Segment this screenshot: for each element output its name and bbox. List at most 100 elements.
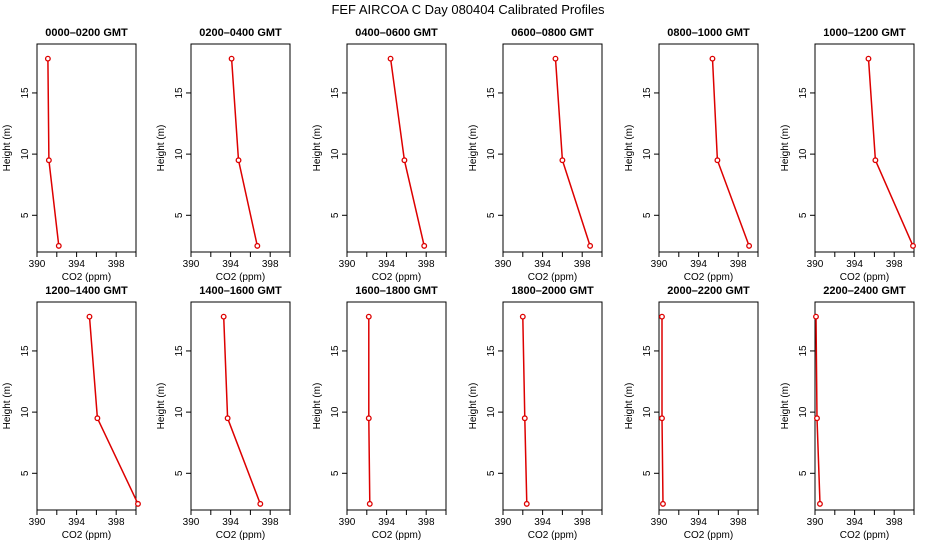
x-tick-label: 394: [846, 259, 863, 270]
x-axis-label: CO2 (ppm): [62, 530, 111, 540]
panel-2: 0400–0600 GMT 390 394 398 5 10 15 CO2 (ppm) Heig…: [312, 27, 447, 283]
x-tick-label: 394: [690, 259, 707, 270]
y-axis-label: Height (m): [156, 125, 167, 172]
plot-frame: [814, 43, 915, 253]
x-tick-label: 390: [651, 517, 668, 528]
data-point: [813, 313, 819, 320]
y-axis-label: Height (m): [312, 383, 323, 430]
x-tick-label: 394: [222, 259, 239, 270]
x-tick-label: 390: [495, 259, 512, 270]
y-tick-label: 15: [486, 345, 497, 357]
panel-10: 2000–2200 GMT 390 394 398 5 10 15 CO2 (ppm) Heig…: [624, 285, 759, 540]
y-tick-label: 10: [330, 406, 341, 418]
y-axis-label: Height (m): [156, 383, 167, 430]
y-tick-label: 5: [20, 470, 31, 476]
plot-frame: [658, 301, 759, 511]
x-axis-label: CO2 (ppm): [528, 272, 577, 283]
profile-line: [661, 316, 664, 504]
data-point: [659, 313, 665, 320]
x-tick-label: 398: [886, 259, 903, 270]
data-point: [521, 415, 528, 422]
x-tick-label: 394: [68, 259, 85, 270]
y-axis-label: Height (m): [780, 125, 791, 172]
x-tick-label: 390: [807, 259, 824, 270]
plot-frame: [502, 301, 603, 511]
plot-frame: [190, 43, 291, 253]
x-tick-label: 398: [108, 259, 125, 270]
panel-title: 2200–2400 GMT: [823, 285, 906, 297]
plot-frame: [502, 43, 603, 253]
panel-9: 1800–2000 GMT 390 394 398 5 10 15 CO2 (ppm) Heig…: [468, 285, 603, 540]
data-point: [235, 157, 242, 164]
y-tick-label: 10: [174, 406, 185, 418]
x-tick-label: 398: [108, 517, 125, 528]
x-tick-label: 398: [730, 259, 747, 270]
panel-title: 1200–1400 GMT: [45, 285, 128, 297]
profile-line: [222, 316, 262, 505]
y-tick-label: 15: [798, 345, 809, 357]
profile-line: [711, 58, 750, 247]
y-axis-label: Height (m): [624, 125, 635, 172]
x-tick-label: 394: [378, 517, 395, 528]
data-point: [135, 500, 141, 507]
data-point: [523, 500, 530, 507]
data-point: [401, 157, 408, 164]
panel-3: 0600–0800 GMT 390 394 398 5 10 15 CO2 (ppm) Heig…: [468, 27, 603, 283]
x-tick-label: 390: [29, 517, 46, 528]
panel-7: 1400–1600 GMT 390 394 398 5 10 15 CO2 (ppm) Heig…: [156, 285, 291, 540]
data-point: [44, 55, 51, 62]
x-axis-label: CO2 (ppm): [840, 530, 889, 540]
data-point: [224, 415, 231, 422]
panel-title: 0800–1000 GMT: [667, 27, 750, 39]
y-tick-label: 10: [174, 148, 185, 160]
y-tick-label: 15: [20, 345, 31, 357]
x-axis-label: CO2 (ppm): [216, 530, 265, 540]
panel-title: 2000–2200 GMT: [667, 285, 750, 297]
x-tick-label: 394: [378, 259, 395, 270]
profile-line: [389, 58, 425, 247]
y-tick-label: 5: [174, 470, 185, 476]
data-point: [257, 500, 264, 507]
panel-title: 1800–2000 GMT: [511, 285, 594, 297]
x-tick-label: 398: [886, 517, 903, 528]
x-tick-label: 398: [418, 517, 435, 528]
data-point: [814, 415, 820, 422]
y-tick-label: 10: [798, 406, 809, 418]
y-tick-label: 10: [798, 148, 809, 160]
x-tick-label: 390: [183, 517, 200, 528]
panel-0: 0000–0200 GMT 390 394 398 5 10 15 CO2 (ppm) Heig…: [2, 27, 137, 283]
x-tick-label: 390: [651, 259, 668, 270]
y-tick-label: 5: [642, 212, 653, 218]
y-tick-label: 5: [798, 470, 809, 476]
panel-11: 2200–2400 GMT 390 394 398 5 10 15 CO2 (ppm) Heig…: [780, 285, 915, 540]
data-point: [910, 242, 916, 249]
data-point: [660, 500, 666, 507]
x-tick-label: 398: [262, 517, 279, 528]
y-tick-label: 5: [330, 470, 341, 476]
y-tick-label: 15: [174, 87, 185, 99]
y-axis-label: Height (m): [312, 125, 323, 172]
profile-line: [554, 58, 591, 247]
plot-frame: [658, 43, 759, 253]
panel-title: 1600–1800 GMT: [355, 285, 438, 297]
profile-line: [522, 316, 528, 504]
y-tick-label: 5: [798, 212, 809, 218]
x-tick-label: 390: [339, 517, 356, 528]
y-tick-label: 5: [20, 212, 31, 218]
panel-8: 1600–1800 GMT 390 394 398 5 10 15 CO2 (ppm) Heig…: [312, 285, 447, 540]
figure-title: FEF AIRCOA C Day 080404 Calibrated Profi…: [331, 2, 605, 17]
data-point: [709, 55, 716, 62]
x-tick-label: 394: [846, 517, 863, 528]
y-axis-label: Height (m): [780, 383, 791, 430]
data-point: [365, 415, 372, 422]
y-tick-label: 10: [20, 406, 31, 418]
profile-line: [47, 58, 60, 246]
plot-frame: [36, 43, 137, 253]
panel-5: 1000–1200 GMT 390 394 398 5 10 15 CO2 (ppm) Heig…: [780, 27, 916, 283]
y-tick-label: 15: [330, 87, 341, 99]
profile-line: [368, 316, 371, 504]
y-axis-label: Height (m): [2, 383, 13, 430]
y-tick-label: 5: [486, 212, 497, 218]
x-tick-label: 394: [534, 259, 551, 270]
data-point: [421, 242, 428, 249]
